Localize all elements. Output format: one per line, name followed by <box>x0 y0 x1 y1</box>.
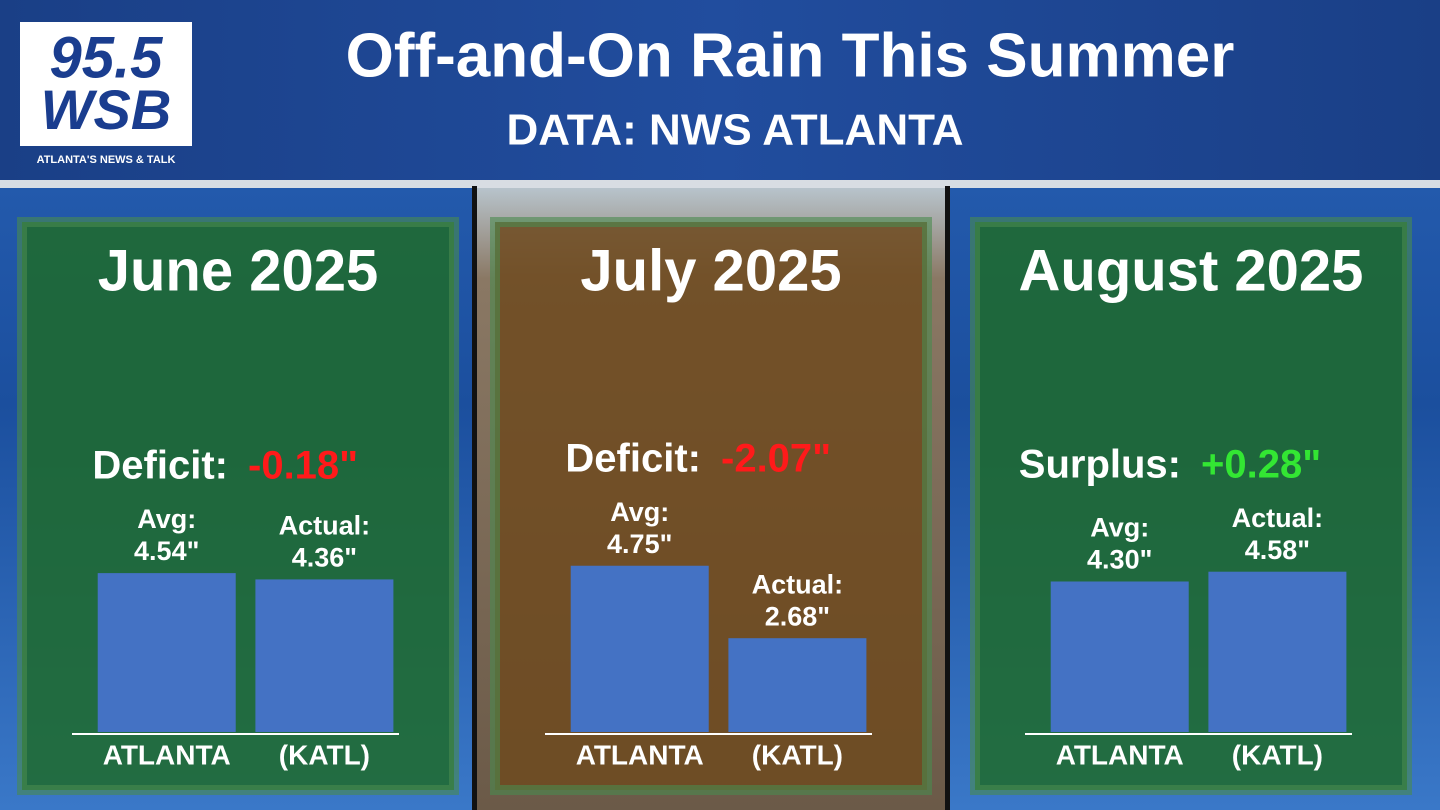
value-label: 4.58" <box>1245 535 1310 565</box>
bar <box>570 565 709 732</box>
tagline: ATLANTA'S NEWS & TALK <box>37 154 176 166</box>
header-border <box>0 180 1440 188</box>
bar-label: Avg: <box>1090 513 1149 543</box>
title: Off-and-On Rain This Summer <box>346 21 1235 90</box>
bar <box>1208 571 1347 732</box>
annotation-label: Surplus: <box>1019 442 1181 486</box>
category-label: (KATL) <box>752 739 843 770</box>
annotation-value: -0.18" <box>248 444 358 488</box>
divider <box>472 186 477 810</box>
category-label: ATLANTA <box>576 739 704 770</box>
category-label: (KATL) <box>279 739 370 770</box>
logo-box <box>20 22 192 146</box>
category-label: ATLANTA <box>103 739 231 770</box>
value-label: 4.30" <box>1087 545 1152 575</box>
bar-label: Avg: <box>610 497 669 527</box>
bar <box>97 573 236 732</box>
logo-name: WSB <box>41 78 172 141</box>
bar-label: Actual: <box>1232 503 1324 533</box>
panel-title: August 2025 <box>1019 238 1364 303</box>
panel-title: July 2025 <box>580 238 841 303</box>
annotation-value: -2.07" <box>721 436 831 480</box>
category-label: (KATL) <box>1232 739 1323 770</box>
divider <box>945 186 950 810</box>
bar <box>1050 581 1189 732</box>
value-label: 4.36" <box>292 543 357 573</box>
annotation-label: Deficit: <box>565 436 701 480</box>
value-label: 2.68" <box>765 601 830 631</box>
bar-label: Actual: <box>752 569 844 599</box>
value-label: 4.54" <box>134 536 199 566</box>
bar-label: Actual: <box>279 511 371 541</box>
category-label: ATLANTA <box>1056 739 1184 770</box>
annotation-value: +0.28" <box>1201 442 1321 486</box>
logo-number: 95.5 <box>50 25 164 90</box>
bar-label: Avg: <box>137 504 196 534</box>
header-band <box>0 0 1440 182</box>
panel-title: June 2025 <box>98 238 379 303</box>
bar <box>255 579 394 732</box>
annotation-label: Deficit: <box>92 444 228 488</box>
value-label: 4.75" <box>607 529 672 559</box>
subtitle: DATA: NWS ATLANTA <box>507 106 964 155</box>
bar <box>728 638 867 732</box>
